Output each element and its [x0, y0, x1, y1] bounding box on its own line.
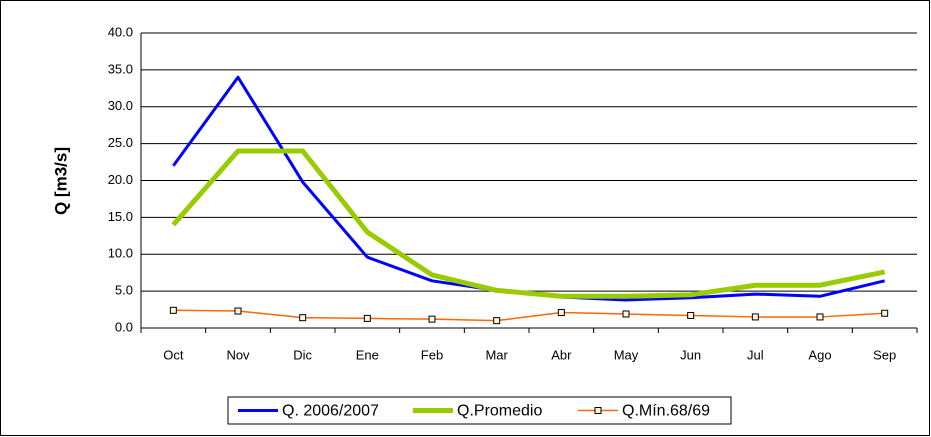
- x-tick-label: Sep: [873, 347, 896, 362]
- point-marker: [428, 315, 436, 323]
- point-marker: [299, 314, 307, 322]
- legend-marker: [594, 407, 602, 414]
- y-tick-label: 40.0: [108, 24, 133, 39]
- legend-label: Q.Mín.68/69: [622, 403, 710, 420]
- y-tick-label: 35.0: [108, 61, 133, 76]
- x-tick-label: Ene: [356, 347, 379, 362]
- point-marker: [363, 314, 371, 322]
- x-tick-label: Feb: [421, 347, 443, 362]
- y-tick-label: 5.0: [115, 283, 133, 298]
- x-tick-label: Mar: [485, 347, 508, 362]
- point-marker: [557, 309, 565, 317]
- series-line: [173, 309, 885, 322]
- point-marker: [816, 313, 824, 321]
- point-marker: [751, 313, 759, 321]
- x-tick-label: Jul: [747, 347, 764, 362]
- point-marker: [234, 307, 242, 315]
- x-tick-label: Oct: [163, 347, 184, 362]
- legend-box: [227, 396, 732, 425]
- point-marker: [169, 306, 177, 314]
- series-line: [171, 148, 886, 299]
- point-marker: [687, 311, 695, 319]
- y-tick-label: 30.0: [108, 98, 133, 113]
- y-tick-label: 0.0: [115, 319, 133, 334]
- legend-label: Q.Promedio: [457, 403, 542, 420]
- x-tick-label: Ago: [808, 347, 831, 362]
- x-tick-label: Jun: [680, 347, 701, 362]
- x-tick-label: Nov: [226, 347, 250, 362]
- point-marker: [493, 317, 501, 325]
- y-tick-label: 20.0: [108, 172, 133, 187]
- y-tick-label: 10.0: [108, 246, 133, 261]
- x-tick-label: Dic: [293, 347, 312, 362]
- y-axis-title: Q [m3/s]: [51, 147, 70, 215]
- y-tick-label: 25.0: [108, 135, 133, 150]
- legend-label: Q. 2006/2007: [282, 403, 379, 420]
- y-tick-label: 15.0: [108, 209, 133, 224]
- x-tick-label: Abr: [551, 347, 572, 362]
- point-marker: [622, 310, 630, 318]
- point-marker: [881, 309, 889, 317]
- x-tick-label: May: [614, 347, 639, 362]
